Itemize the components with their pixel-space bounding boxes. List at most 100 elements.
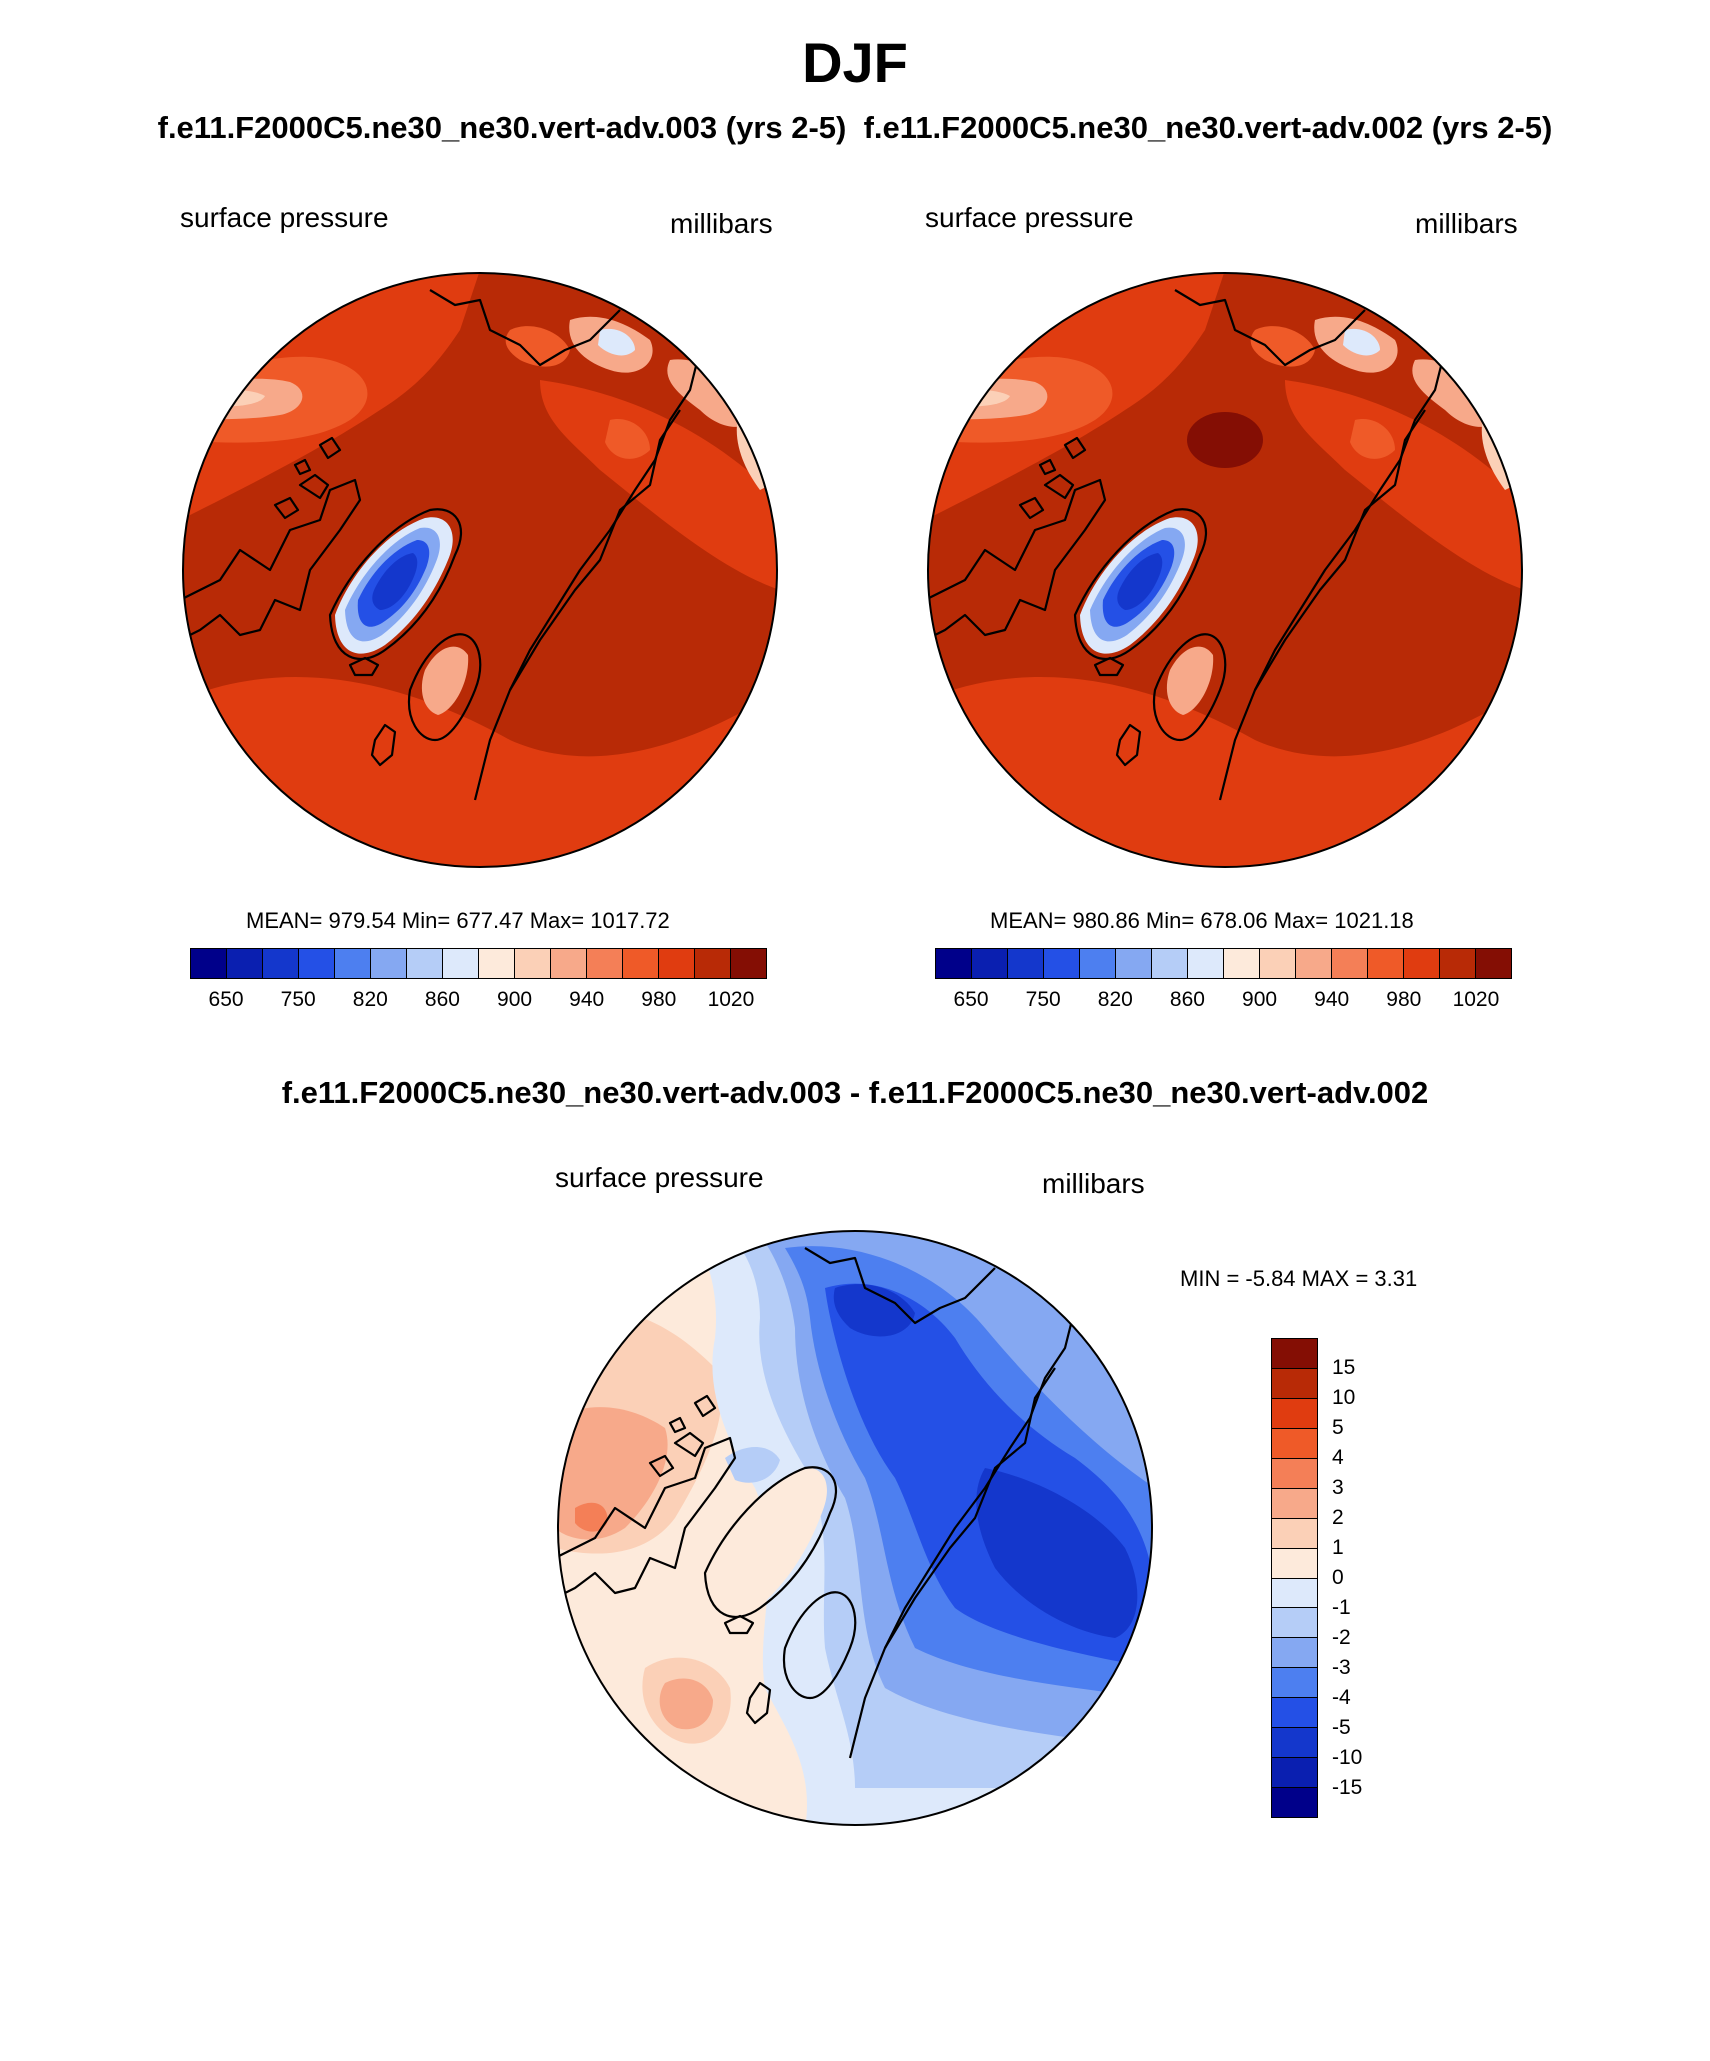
colorbar-tick-label: 980 — [1386, 988, 1422, 1011]
colorbar-swatch — [263, 949, 299, 978]
map-border — [557, 1230, 1153, 1826]
coastline-britain — [370, 723, 397, 767]
colorbar-swatch — [1116, 949, 1152, 978]
colorbar-swatch — [1272, 1608, 1317, 1639]
pressure-contour-topo — [1343, 328, 1380, 356]
pressure-contour-topo — [605, 419, 650, 459]
panel1-variable-label: surface pressure — [180, 202, 389, 233]
map-border — [927, 272, 1523, 868]
colorbar-swatch — [936, 949, 972, 978]
coastline-iceland — [1093, 656, 1125, 677]
colorbar-swatch — [1272, 1758, 1317, 1789]
colorbar-tick-label: 900 — [497, 988, 533, 1011]
coastline-scandinavia — [782, 1591, 857, 1700]
coastline-islands — [648, 1394, 717, 1478]
colorbar-tick-label: 860 — [1169, 988, 1205, 1011]
panel1-polar-map — [182, 272, 778, 868]
colorbar-swatch — [371, 949, 407, 978]
difference-contour-negative — [725, 1446, 780, 1483]
colorbar-tick-label: 980 — [641, 988, 677, 1011]
colorbar-swatch — [1272, 1458, 1317, 1489]
coastline-canada — [928, 478, 1107, 642]
colorbar-tick-label: 3 — [1332, 1476, 1344, 1499]
pressure-contour-topo — [598, 328, 635, 356]
colorbar-swatch — [1272, 1548, 1317, 1579]
panel2-variable-label: surface pressure — [925, 202, 1134, 233]
colorbar-tick-label: -4 — [1332, 1686, 1351, 1709]
colorbar-swatch — [1272, 1728, 1317, 1759]
colorbar-swatch — [1272, 1578, 1317, 1609]
panel1-case-title: f.e11.F2000C5.ne30_ne30.vert-adv.003 (yr… — [157, 110, 847, 145]
coastline-alaska — [429, 289, 621, 367]
map-border — [182, 272, 778, 868]
colorbar-tick-label: 0 — [1332, 1566, 1344, 1589]
difference-contour-negative — [558, 1231, 625, 1288]
panel2-stats: MEAN= 980.86 Min= 678.06 Max= 1021.18 — [990, 908, 1414, 933]
colorbar-tick-label: -2 — [1332, 1626, 1351, 1649]
colorbar-swatch — [1440, 949, 1476, 978]
colorbar-swatch — [1272, 1698, 1317, 1729]
colorbar-swatch — [1296, 949, 1332, 978]
colorbar-swatch — [587, 949, 623, 978]
colorbar-swatch — [1080, 949, 1116, 978]
colorbar-swatch — [1188, 949, 1224, 978]
panel1-stats: MEAN= 979.54 Min= 677.47 Max= 1017.72 — [246, 908, 670, 933]
colorbar-tick-label: -15 — [1332, 1776, 1363, 1799]
colorbar-swatch — [299, 949, 335, 978]
coastline-iceland — [723, 1614, 755, 1635]
contour-fill-layer — [558, 1231, 1152, 1825]
difference-contour-negative — [976, 1468, 1138, 1638]
colorbar-tick-label: 750 — [280, 988, 316, 1011]
pressure-contour-greenland — [372, 553, 418, 610]
contour-fill-layer — [183, 273, 777, 867]
pressure-contour-greenland — [1117, 553, 1163, 610]
colorbar-swatch — [191, 949, 227, 978]
coastline-britain — [745, 1681, 772, 1725]
colorbar-tick-label: 5 — [1332, 1416, 1344, 1439]
coastline-britain — [1115, 723, 1142, 767]
colorbar-swatch — [1272, 1368, 1317, 1399]
coastline-islands — [1018, 436, 1087, 520]
colorbar-swatch — [659, 949, 695, 978]
pressure-contour-topo — [1166, 646, 1214, 715]
colorbar-swatch — [1008, 949, 1044, 978]
colorbar-swatch — [1272, 1518, 1317, 1549]
colorbar-tick-label: 1020 — [707, 988, 755, 1011]
pressure-contour-band — [540, 380, 777, 590]
pressure-contour-band — [183, 677, 777, 867]
case-titles: f.e11.F2000C5.ne30_ne30.vert-adv.003 (yr… — [0, 110, 1710, 146]
pressure-contour-topo — [1350, 419, 1395, 459]
colorbar-swatch — [1272, 1428, 1317, 1459]
colorbar-tick-label: 650 — [208, 988, 244, 1011]
colorbar-swatch — [731, 949, 766, 978]
coastline-scandinavia — [1152, 633, 1227, 742]
panel1-units-label: millibars — [670, 208, 773, 239]
colorbar-tick-label: 1 — [1332, 1536, 1344, 1559]
diff-stats: MIN = -5.84 MAX = 3.31 — [1180, 1266, 1418, 1291]
colorbar-swatch — [1152, 949, 1188, 978]
panel2-case-title: f.e11.F2000C5.ne30_ne30.vert-adv.002 (yr… — [863, 110, 1553, 145]
colorbar-tick-label: 940 — [569, 988, 605, 1011]
panel2-colorbar — [935, 948, 1512, 979]
difference-contour-greenland — [705, 1467, 827, 1614]
colorbar-tick-label: 1020 — [1452, 988, 1500, 1011]
colorbar-swatch — [1476, 949, 1511, 978]
colorbar-swatch — [551, 949, 587, 978]
panel2-units-label: millibars — [1415, 208, 1518, 239]
coastline-canada — [183, 478, 362, 642]
colorbar-tick-label: 10 — [1332, 1386, 1356, 1409]
difference-contour-negative — [833, 1284, 915, 1337]
colorbar-swatch — [515, 949, 551, 978]
diff-units-label: millibars — [1042, 1168, 1145, 1199]
colorbar-swatch — [1044, 949, 1080, 978]
panel1-colorbar — [190, 948, 767, 979]
pressure-contour-band — [928, 677, 1522, 867]
coastline-islands — [273, 436, 342, 520]
colorbar-tick-label: 15 — [1332, 1356, 1356, 1379]
colorbar-swatch — [1368, 949, 1404, 978]
colorbar-tick-label: 860 — [424, 988, 460, 1011]
colorbar-tick-label: 4 — [1332, 1446, 1344, 1469]
colorbar-swatch — [479, 949, 515, 978]
colorbar-swatch — [1272, 1668, 1317, 1699]
colorbar-swatch — [1272, 1488, 1317, 1519]
